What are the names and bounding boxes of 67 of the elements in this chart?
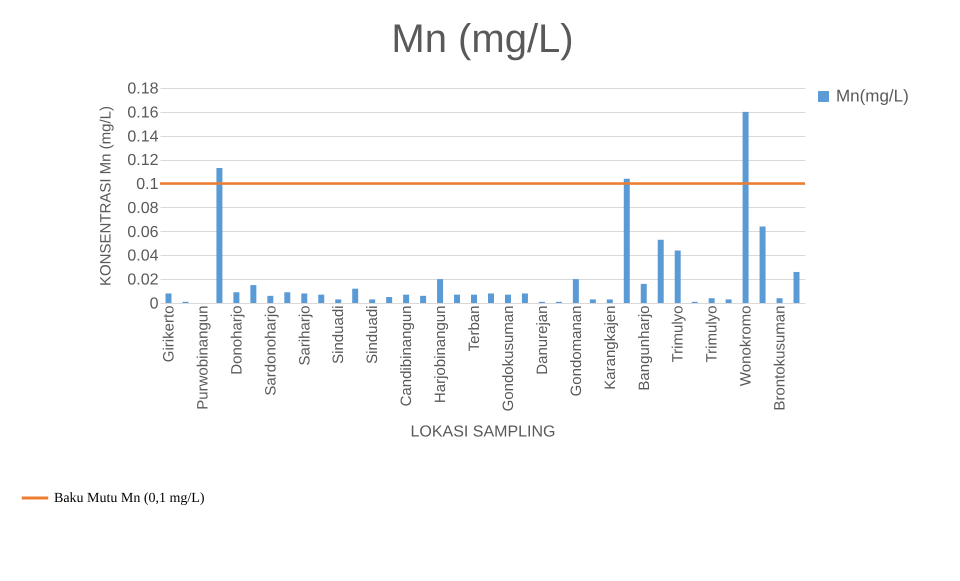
x-tick-label: Gondokusuman [500,306,517,412]
x-tick-label: Danurejan [534,306,551,375]
y-tick-label: 0.12 [127,152,159,170]
bar [420,296,426,303]
y-tick-label: 0 [150,296,159,312]
bar [318,294,324,303]
x-tick-label: Karangkajen [602,306,619,390]
bar [267,296,274,303]
bar [726,299,732,303]
x-tick-label: Bangunharjo [636,306,653,391]
y-tick-label: 0.18 [127,80,159,98]
bar [284,292,290,303]
bar [471,294,478,303]
y-tick-label: 0.04 [127,248,159,265]
bar [301,293,308,303]
bar [572,279,579,303]
x-tick-label: Candibinangun [398,306,416,406]
bar [386,297,392,303]
x-tick-label: Sardonoharjo [262,306,280,396]
x-tick-label: Gondomanan [568,306,585,396]
x-tick-label: Donoharjo [228,306,246,375]
y-tick-label: 0.14 [127,128,159,146]
bar [794,272,800,303]
x-tick-label: Sinduadi [364,306,382,364]
x-tick-label: Terban [466,306,484,352]
bar [437,279,444,303]
bar [708,298,715,303]
bar [216,168,222,303]
bar [504,294,511,303]
bar [352,288,358,303]
x-tick-label: Wonokromo [738,306,755,386]
legend-label: Mn(mg/L) [836,86,909,106]
y-tick-label: 0.1 [136,176,159,194]
bar [335,299,342,303]
bar [640,284,647,303]
bar [488,293,494,303]
y-tick-label: 0.16 [127,104,159,122]
legend-label: Baku Mutu Mn (0,1 mg/L) [54,491,205,506]
bar [165,293,172,303]
y-tick-label: 0.08 [127,200,159,217]
bar [658,240,664,303]
bar [590,299,596,303]
bar [522,293,528,303]
y-axis-title: KONSENTRASI Mn (mg/L) [97,106,114,286]
bar [233,292,240,303]
bar [606,299,613,303]
chart-title: Mn (mg/L) [391,17,574,61]
x-tick-label: Trimulyo [670,306,687,362]
x-tick-label: Sariharjo [296,306,314,366]
bar [369,299,376,303]
bar [624,178,630,303]
x-tick-label: Purwobinangun [194,306,212,410]
x-axis-title: LOKASI SAMPLING [410,423,556,440]
y-tick-label: 0.02 [127,272,159,289]
bar [674,250,681,303]
x-tick-label: Trimulyo [704,306,721,362]
bar [454,294,460,303]
bar [760,226,766,303]
x-tick-label: Harjobinangun [432,306,450,404]
x-tick-label: Brontokusuman [772,306,789,411]
x-tick-label: Girikerto [160,306,178,362]
bar [776,298,783,303]
bar [742,112,749,303]
x-tick-label: Sinduadi [330,306,348,364]
y-tick-label: 0.06 [127,224,159,241]
bar [250,285,256,303]
bar [403,294,410,303]
